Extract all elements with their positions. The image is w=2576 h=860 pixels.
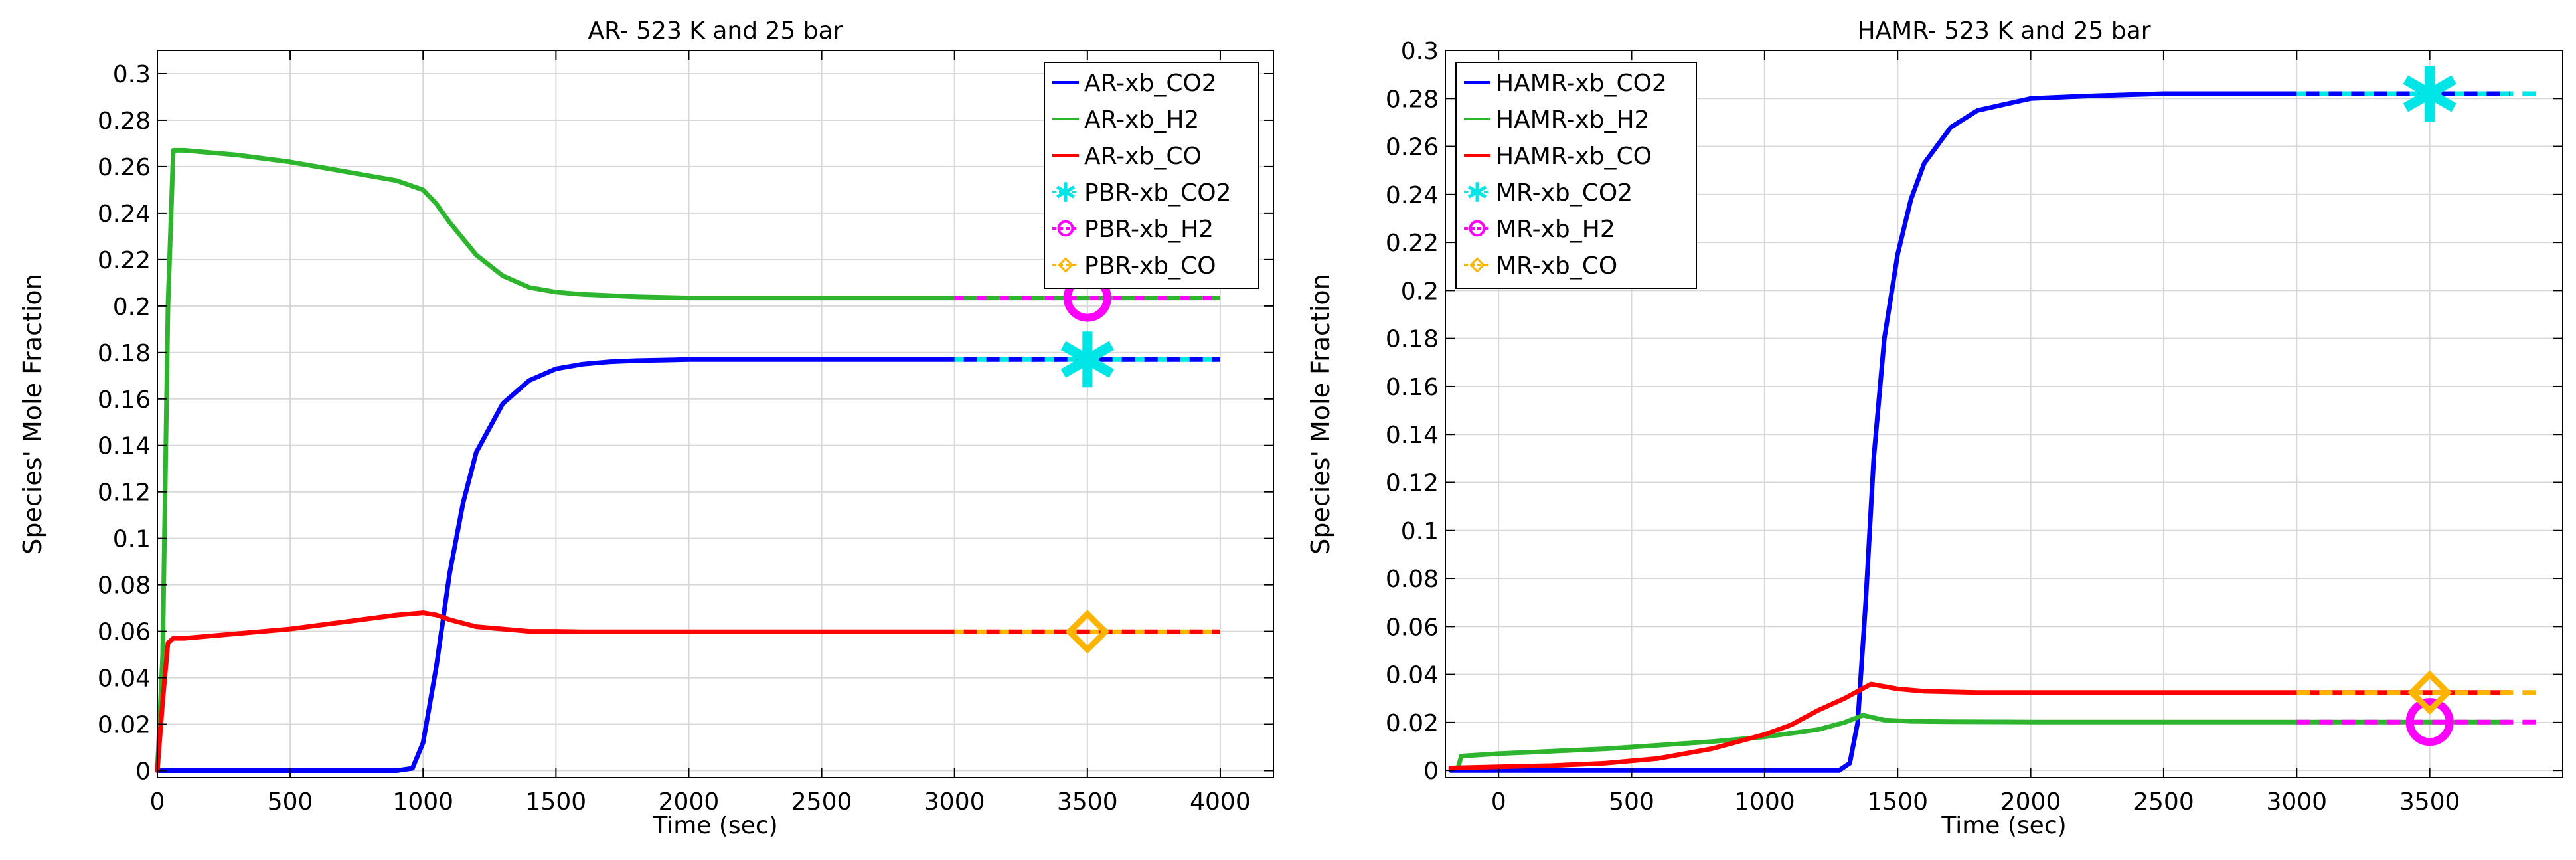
y-tick-label: 0 [135, 758, 151, 786]
y-tick-label: 0.3 [1401, 38, 1439, 65]
x-tick-label: 1000 [1734, 788, 1795, 816]
y-tick-label: 0.02 [98, 712, 151, 739]
y-tick-label: 0.22 [1386, 230, 1439, 257]
x-tick-label: 3500 [2399, 788, 2460, 816]
y-axis-label: Species' Mole Fraction [18, 274, 47, 555]
y-axis-label: Species' Mole Fraction [1306, 274, 1335, 555]
x-tick-label: 1500 [1867, 788, 1928, 816]
y-tick-label: 0.14 [98, 433, 151, 460]
x-tick-label: 500 [268, 788, 313, 816]
plot-frame [1445, 50, 2563, 778]
chart-hamr: 0 500 1000 1500 2000 2500 3000 3500 0 0.02 0.04 0.0… [1306, 17, 2563, 839]
x-tick-label: 4000 [1190, 788, 1251, 816]
y-tick-label: 0.2 [1401, 278, 1439, 305]
y-tick-label: 0.24 [1386, 182, 1439, 209]
chart-title: AR- 523 K and 25 bar [588, 17, 843, 44]
x-tick-label: 2500 [2133, 788, 2194, 816]
series-marker-pbr-xb-co [1065, 609, 1110, 654]
y-tick-label: 0.3 [113, 61, 151, 88]
chart-ar: 0 500 1000 1500 2000 2500 3000 3500 4000 0 0.02 0.0… [18, 17, 1274, 839]
legend-marker [1469, 220, 1486, 237]
y-tick-label: 0.24 [98, 201, 151, 228]
y-tick-label: 0.04 [1386, 662, 1439, 689]
legend-label: MR-xb_CO2 [1496, 179, 1633, 207]
legend-label: HAMR-xb_CO2 [1496, 70, 1667, 97]
series-marker-mr-xb-co [2407, 670, 2453, 715]
legend-marker [1056, 182, 1076, 202]
x-axis-label: Time (sec) [1941, 812, 2066, 839]
y-tick-label: 0.16 [98, 387, 151, 414]
legend-marker [1469, 257, 1485, 273]
y-tick-label: 0.22 [98, 247, 151, 274]
y-tick-label: 0.1 [1401, 518, 1439, 545]
x-tick-label: 3000 [2266, 788, 2327, 816]
x-tick-label: 2000 [659, 788, 720, 816]
y-tick-label: 0.08 [98, 572, 151, 600]
y-tick-label: 0.04 [98, 665, 151, 693]
series-marker-pbr-xb-co2 [1060, 331, 1114, 388]
y-tick-label: 0.06 [98, 619, 151, 646]
y-tick-label: 0.16 [1386, 374, 1439, 401]
legend [1455, 62, 1697, 289]
legend-label: MR-xb_CO [1496, 252, 1617, 280]
y-tick-label: 0.26 [98, 154, 151, 181]
y-tick-label: 0.18 [98, 340, 151, 367]
x-tick-label: 0 [1491, 788, 1506, 816]
y-tick-label: 0.2 [113, 294, 151, 321]
y-tick-label: 0.28 [98, 108, 151, 135]
y-tick-label: 0.18 [1386, 326, 1439, 353]
series-line-ar-xb-co [155, 610, 957, 773]
x-tick-label: 3000 [924, 788, 985, 816]
legend-label: AR-xb_H2 [1084, 106, 1199, 133]
x-tick-label: 3500 [1057, 788, 1118, 816]
legend-label: PBR-xb_CO [1084, 252, 1216, 280]
legend-marker [1467, 182, 1487, 202]
chart-title: HAMR- 523 K and 25 bar [1857, 17, 2150, 44]
legend-label: MR-xb_H2 [1496, 216, 1615, 243]
x-tick-label: 1000 [392, 788, 453, 816]
y-tick-label: 0.12 [1386, 470, 1439, 497]
y-tick-label: 0.08 [1386, 566, 1439, 593]
legend-label: PBR-xb_CO2 [1084, 179, 1231, 207]
x-axis-label: Time (sec) [652, 812, 777, 839]
series-line-hamr-xb-co [1448, 681, 2512, 770]
series-line-ar-xb-co2 [155, 357, 957, 773]
y-tick-label: 0.14 [1386, 422, 1439, 449]
legend-label: HAMR-xb_H2 [1496, 106, 1649, 133]
plot-frame [157, 50, 1274, 778]
series-line-hamr-xb-co2 [1448, 91, 2512, 773]
y-tick-label: 0.28 [1386, 86, 1439, 113]
y-tick-label: 0.26 [1386, 134, 1439, 161]
legend-label: PBR-xb_H2 [1084, 216, 1214, 243]
x-tick-label: 500 [1609, 788, 1654, 816]
x-tick-label: 1500 [526, 788, 587, 816]
y-tick-label: 0.06 [1386, 614, 1439, 641]
legend-label: AR-xb_CO [1084, 143, 1202, 170]
series-line-ar-xb-h2 [155, 147, 957, 773]
legend-label: AR-xb_CO2 [1084, 70, 1217, 97]
legend-marker [1058, 257, 1074, 273]
x-tick-label: 2000 [2000, 788, 2061, 816]
legend-label: HAMR-xb_CO [1496, 143, 1652, 170]
series-line-hamr-xb-h2 [1456, 713, 2512, 768]
x-tick-label: 2500 [791, 788, 852, 816]
y-tick-label: 0.1 [113, 526, 151, 553]
x-tick-label: 0 [150, 788, 165, 816]
series-marker-mr-xb-h2 [2405, 698, 2454, 746]
legend-marker [1057, 220, 1074, 237]
y-tick-label: 0 [1423, 758, 1439, 785]
legend [1044, 62, 1259, 289]
y-tick-label: 0.02 [1386, 710, 1439, 737]
series-marker-mr-xb-co2 [2403, 66, 2456, 122]
y-tick-label: 0.12 [98, 479, 151, 507]
